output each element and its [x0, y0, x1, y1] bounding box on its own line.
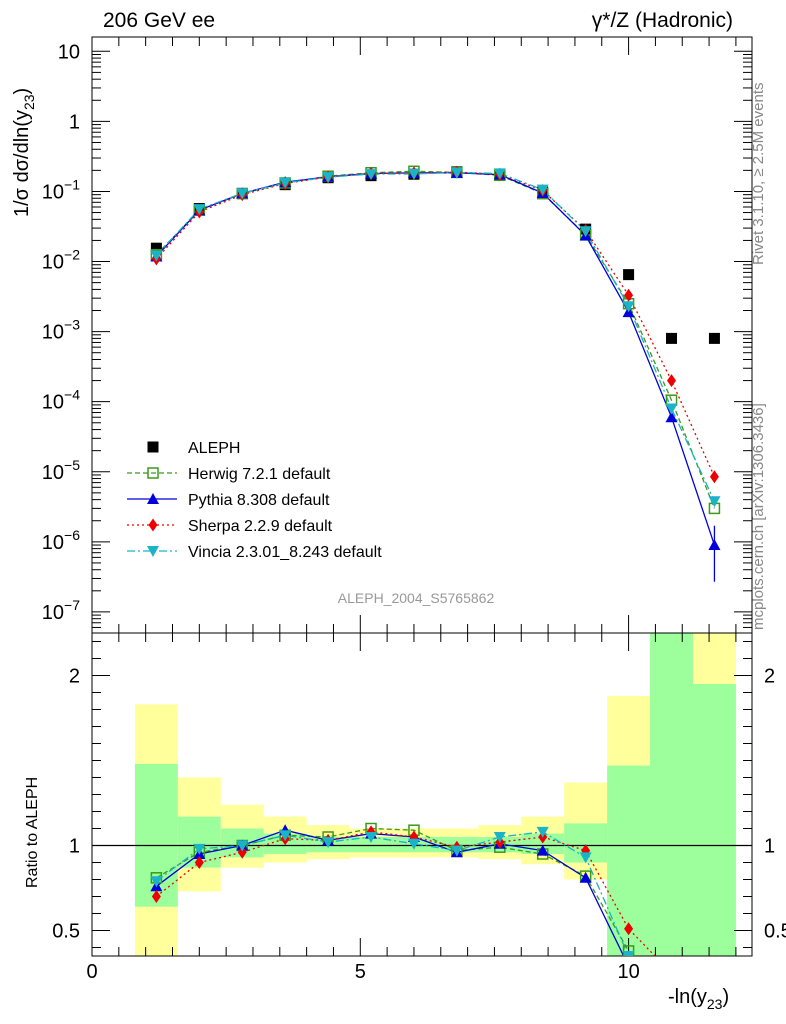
band-inner-5 [349, 837, 393, 853]
series-line-sherpa [155, 171, 716, 477]
x-tick-label: 10 [617, 961, 639, 983]
ratio-line-pythia [155, 829, 625, 956]
ratio-point-sherpa [194, 856, 204, 869]
ratio-point-vincia [407, 838, 420, 850]
analysis-watermark: ALEPH_2004_S5765862 [338, 590, 495, 606]
point-vincia [150, 250, 163, 262]
x-tick-label: 5 [355, 961, 366, 983]
ratio-series [150, 822, 676, 980]
y-tick-label-main: 10−3 [42, 317, 80, 344]
ratio-point-vincia [536, 826, 549, 838]
ratio-point-sherpa [237, 845, 247, 859]
point-vincia [493, 168, 506, 180]
ratio-line-herwig [156, 827, 635, 956]
ratio-point-vincia [493, 832, 506, 843]
legend-marker-data [147, 441, 159, 453]
point-data [623, 269, 635, 281]
ratio-line-vincia [155, 831, 630, 956]
y-tick-label-main: 10−5 [42, 457, 80, 484]
legend-label-herwig: Herwig 7.2.1 default [188, 466, 331, 483]
ratio-point-vincia [365, 832, 378, 843]
ratio-point-vincia [279, 830, 292, 842]
point-pythia [708, 539, 721, 551]
mcplots-label: mcplots.cern.ch [arXiv:1306.3436] [750, 403, 767, 630]
rivet-label: Rivet 3.1.10, ≥ 2.5M events [750, 83, 767, 266]
y-tick-label-main: 10−2 [42, 247, 80, 274]
point-data [708, 332, 720, 344]
legend-marker-pythia [147, 493, 159, 504]
ratio-error-bands [134, 633, 736, 956]
ratio-point-vincia [622, 951, 635, 956]
point-vincia [708, 496, 721, 508]
ratio-point-sherpa [151, 890, 161, 903]
y-tick-label-ratio: 0.5 [52, 921, 80, 943]
ratio-point-pythia [536, 844, 549, 856]
point-vincia [622, 301, 635, 313]
point-data [150, 242, 162, 254]
header-left: 206 GeV ee [103, 9, 215, 32]
legend-label-pythia: Pythia 8.308 default [188, 492, 330, 509]
point-sherpa [624, 288, 634, 302]
point-vincia [279, 177, 292, 189]
legend-label-vincia: Vincia 2.3.01_8.243 default [188, 544, 382, 561]
ratio-point-pythia [579, 871, 592, 883]
ratio-point-sherpa [667, 967, 676, 980]
point-vincia [665, 403, 678, 415]
main-series [150, 165, 721, 582]
ratio-point-vincia [450, 845, 463, 857]
ratio-point-vincia [193, 843, 206, 855]
ratio-point-sherpa [624, 922, 634, 936]
point-sherpa [667, 374, 677, 388]
ratio-point-vincia [579, 852, 592, 864]
point-vincia [365, 169, 378, 181]
point-vincia [322, 172, 335, 184]
y-tick-label-ratio: 2 [69, 666, 80, 688]
ratio-point-vincia [322, 837, 335, 849]
y-tick-label-ratio-right: 1 [764, 836, 775, 858]
series-line-herwig [155, 170, 716, 509]
legend-marker-vincia [147, 546, 159, 557]
y-tick-label-main: 10−7 [42, 597, 80, 624]
y-tick-label-main: 10−1 [42, 176, 80, 203]
legend-marker-herwig [147, 467, 159, 479]
legend-label-sherpa: Sherpa 2.2.9 default [188, 518, 333, 535]
band-inner-13 [692, 684, 736, 956]
x-axis-title: -ln(y23) [668, 986, 729, 1012]
legend: ALEPH Herwig 7.2.1 default Pythia 8.308 de… [127, 440, 382, 561]
header-right: γ*/Z (Hadronic) [592, 9, 733, 32]
point-vincia [407, 168, 420, 180]
point-vincia [536, 184, 549, 196]
point-vincia [579, 226, 592, 238]
y-tick-label-main: 10−4 [42, 387, 80, 414]
y-axis-title-ratio: Ratio to ALEPH [24, 777, 41, 888]
y-tick-label-main: 1 [69, 111, 80, 133]
y-tick-label-ratio-right: 0.5 [764, 921, 786, 943]
ratio-line-sherpa [155, 831, 656, 956]
ratio-point-vincia [236, 840, 249, 852]
point-vincia [450, 167, 463, 179]
y-tick-label-main: 10−6 [42, 527, 80, 554]
band-inner-12 [650, 633, 693, 956]
ratio-point-vincia [150, 876, 163, 888]
axis-ticks: 10−7 10−6 10−5 10−4 10−3 10−2 10−1 1 10 0 5 10 0.5 0.… [42, 37, 786, 983]
x-tick-label: 0 [86, 961, 97, 983]
y-axis-title-main: 1/σ dσ/dln(y23) [11, 88, 37, 217]
point-sherpa [709, 470, 719, 484]
y-tick-label-main: 10 [58, 41, 80, 63]
point-vincia [236, 188, 249, 200]
legend-label-data: ALEPH [188, 440, 240, 457]
series-line-vincia [155, 171, 716, 502]
point-pythia [665, 411, 678, 423]
point-vincia [193, 204, 206, 216]
y-tick-label-ratio-right: 2 [764, 666, 775, 688]
point-data [666, 332, 678, 344]
series-line-pythia [155, 172, 716, 546]
legend-marker-sherpa [148, 518, 158, 532]
y-tick-label-ratio: 1 [69, 836, 80, 858]
